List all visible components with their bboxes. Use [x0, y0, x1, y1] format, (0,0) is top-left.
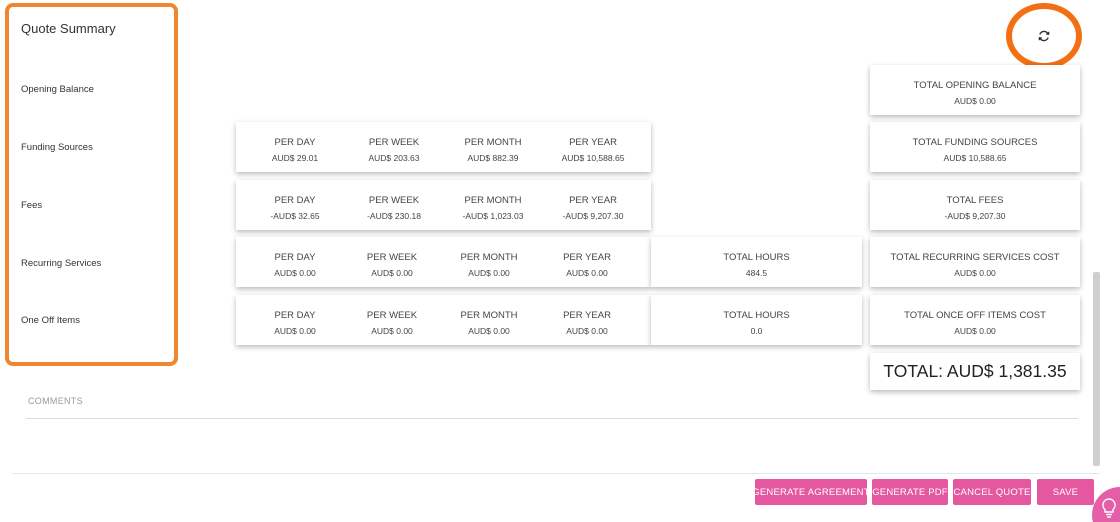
per-month-value: AUD$ 0.00: [468, 326, 510, 336]
total-hours-value: 0.0: [750, 326, 763, 336]
total-hours-value: 484.5: [745, 268, 768, 278]
per-week-label: PER WEEK: [368, 195, 420, 206]
total-hours-label: TOTAL HOURS: [723, 310, 790, 321]
per-week-value: -AUD$ 230.18: [367, 211, 421, 221]
scrollbar[interactable]: [1093, 272, 1100, 466]
per-week-label: PER WEEK: [366, 310, 418, 321]
total-once-off-items-cost-value: AUD$ 0.00: [954, 326, 996, 336]
help-button[interactable]: [1092, 487, 1120, 522]
one-off-total-hours-card: TOTAL HOURS 0.0: [651, 295, 862, 345]
per-year-value: AUD$ 0.00: [566, 268, 608, 278]
per-year-label: PER YEAR: [569, 137, 617, 148]
total-opening-balance-label: TOTAL OPENING BALANCE: [913, 80, 1037, 91]
per-week-value: AUD$ 0.00: [371, 268, 413, 278]
per-year-label: PER YEAR: [563, 252, 611, 263]
total-fees-card: TOTAL FEES -AUD$ 9,207.30: [870, 180, 1080, 230]
per-month-label: PER MONTH: [464, 195, 522, 206]
one-off-items-card: PER DAY AUD$ 0.00 PER WEEK AUD$ 0.00 PER…: [236, 295, 651, 345]
total-once-off-items-cost-card: TOTAL ONCE OFF ITEMS COST AUD$ 0.00: [870, 295, 1080, 345]
comments-label: COMMENTS: [28, 396, 83, 406]
per-year-value: AUD$ 10,588.65: [561, 153, 625, 163]
save-button[interactable]: SAVE: [1037, 479, 1094, 505]
comments-input[interactable]: [26, 418, 1078, 419]
total-fees-value: -AUD$ 9,207.30: [944, 211, 1006, 221]
grand-total: TOTAL: AUD$ 1,381.35: [870, 353, 1080, 390]
per-month-label: PER MONTH: [464, 137, 522, 148]
per-month-value: -AUD$ 1,023.03: [462, 211, 524, 221]
footer-divider: [12, 473, 1100, 474]
fees-card: PER DAY -AUD$ 32.65 PER WEEK -AUD$ 230.1…: [236, 180, 651, 230]
total-opening-balance-card: TOTAL OPENING BALANCE AUD$ 0.00: [870, 65, 1080, 115]
total-opening-balance-value: AUD$ 0.00: [954, 96, 996, 106]
sidebar-item-funding-sources: Funding Sources: [21, 142, 93, 153]
per-month-value: AUD$ 0.00: [468, 268, 510, 278]
per-day-label: PER DAY: [274, 252, 316, 263]
per-week-value: AUD$ 0.00: [371, 326, 413, 336]
per-year-label: PER YEAR: [563, 310, 611, 321]
sidebar-item-opening-balance: Opening Balance: [21, 84, 94, 95]
total-recurring-services-cost-card: TOTAL RECURRING SERVICES COST AUD$ 0.00: [870, 237, 1080, 287]
per-month-label: PER MONTH: [460, 252, 518, 263]
total-funding-sources-label: TOTAL FUNDING SOURCES: [912, 137, 1038, 148]
total-funding-sources-card: TOTAL FUNDING SOURCES AUD$ 10,588.65: [870, 122, 1080, 172]
per-month-value: AUD$ 882.39: [467, 153, 519, 163]
per-week-label: PER WEEK: [368, 137, 420, 148]
sidebar-item-recurring-services: Recurring Services: [21, 258, 102, 269]
per-day-value: -AUD$ 32.65: [270, 211, 320, 221]
per-year-value: -AUD$ 9,207.30: [562, 211, 624, 221]
sidebar-item-one-off-items: One Off Items: [21, 315, 80, 326]
funding-sources-card: PER DAY AUD$ 29.01 PER WEEK AUD$ 203.63 …: [236, 122, 651, 172]
quote-summary-sidebar: [5, 3, 178, 366]
recurring-total-hours-card: TOTAL HOURS 484.5: [651, 237, 862, 287]
total-recurring-services-cost-value: AUD$ 0.00: [954, 268, 996, 278]
per-week-label: PER WEEK: [366, 252, 418, 263]
sidebar-title: Quote Summary: [21, 21, 116, 36]
per-day-value: AUD$ 0.00: [274, 326, 316, 336]
per-day-label: PER DAY: [274, 195, 316, 206]
refresh-icon: [1038, 30, 1050, 42]
refresh-button[interactable]: [1006, 3, 1082, 69]
total-fees-label: TOTAL FEES: [946, 195, 1004, 206]
cancel-quote-button[interactable]: CANCEL QUOTE: [953, 479, 1031, 505]
per-day-value: AUD$ 29.01: [271, 153, 319, 163]
lightbulb-icon: [1102, 498, 1116, 518]
per-year-label: PER YEAR: [569, 195, 617, 206]
total-funding-sources-value: AUD$ 10,588.65: [943, 153, 1007, 163]
per-day-label: PER DAY: [274, 137, 316, 148]
per-year-value: AUD$ 0.00: [566, 326, 608, 336]
total-recurring-services-cost-label: TOTAL RECURRING SERVICES COST: [890, 252, 1060, 263]
per-day-label: PER DAY: [274, 310, 316, 321]
generate-pdf-button[interactable]: GENERATE PDF: [872, 479, 948, 505]
sidebar-item-fees: Fees: [21, 200, 43, 211]
generate-agreement-button[interactable]: GENERATE AGREEMENT: [752, 479, 870, 505]
recurring-services-card: PER DAY AUD$ 0.00 PER WEEK AUD$ 0.00 PER…: [236, 237, 651, 287]
per-day-value: AUD$ 0.00: [274, 268, 316, 278]
per-week-value: AUD$ 203.63: [368, 153, 420, 163]
total-once-off-items-cost-label: TOTAL ONCE OFF ITEMS COST: [904, 310, 1046, 321]
total-hours-label: TOTAL HOURS: [723, 252, 790, 263]
per-month-label: PER MONTH: [460, 310, 518, 321]
